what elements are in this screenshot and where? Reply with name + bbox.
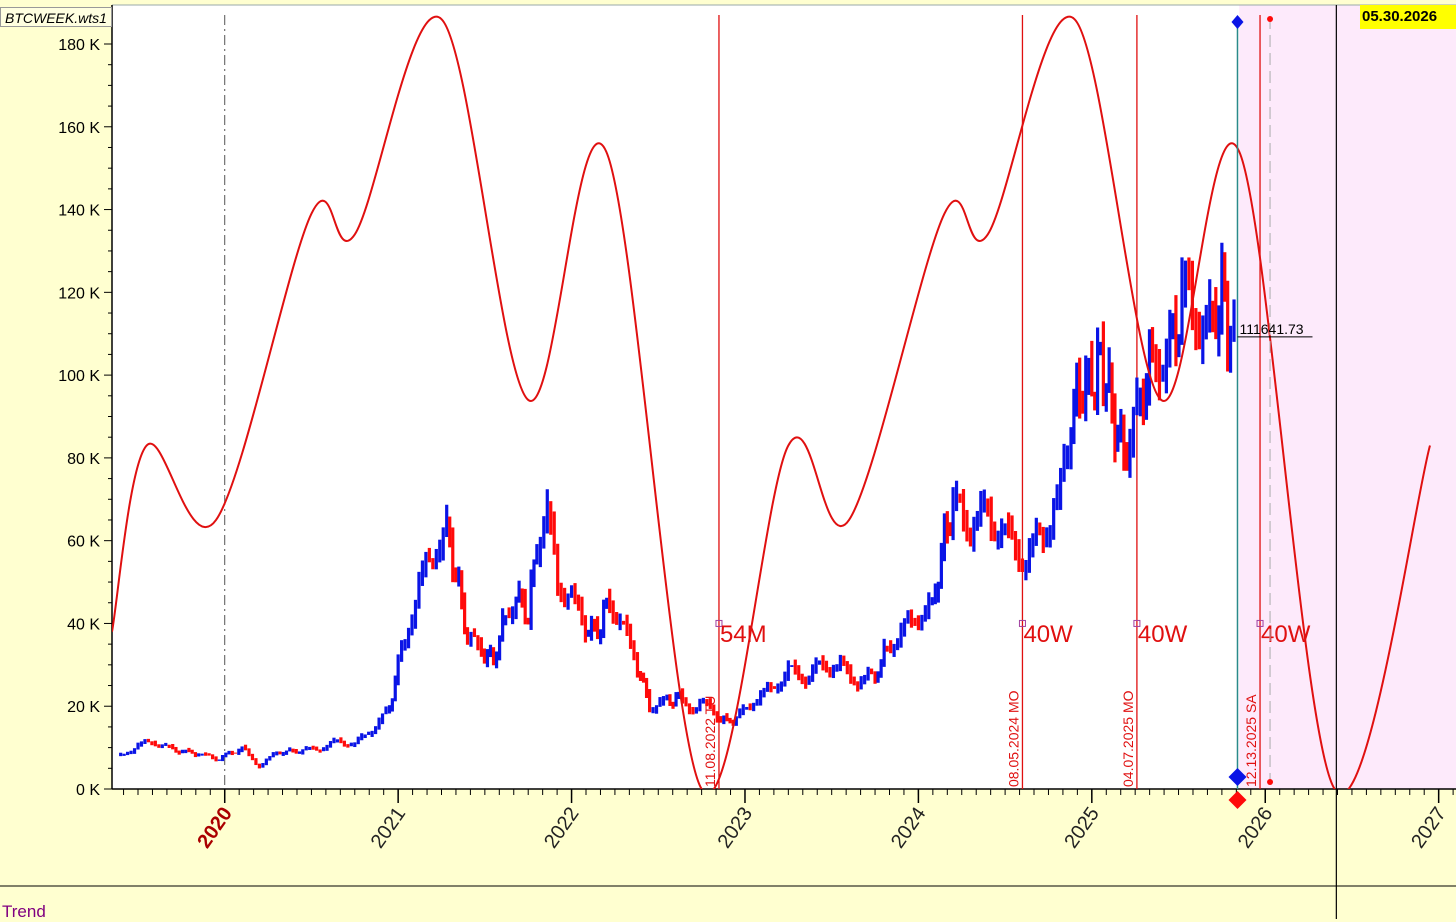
y-tick-label: 80 K xyxy=(67,451,100,468)
cycle-date-label: 08.05.2024 MO xyxy=(1005,690,1021,787)
x-tick-label: 2024 xyxy=(887,803,931,852)
x-tick-label: 2023 xyxy=(714,803,758,852)
y-tick-label: 40 K xyxy=(67,616,100,633)
top-diamond-marker xyxy=(1231,15,1244,29)
cycle-marker-handle xyxy=(1133,619,1141,627)
cycle-marker-handle xyxy=(1018,619,1026,627)
cycle-date-label: 11.08.2022 TU xyxy=(702,696,718,787)
x-tick-label: 2021 xyxy=(367,803,411,852)
cycle-length-label: 54M xyxy=(720,621,767,648)
cycle-marker-handle xyxy=(715,619,723,627)
x-tick-label: 2022 xyxy=(540,803,584,852)
y-tick-label: 180 K xyxy=(58,37,100,54)
red-diamond-marker xyxy=(1228,791,1247,809)
y-tick-label: 0 K xyxy=(76,782,100,799)
x-tick-label: 2025 xyxy=(1060,803,1104,852)
cycle-marker-handle xyxy=(1256,619,1264,627)
y-tick-label: 120 K xyxy=(58,285,100,302)
last-price-label: 111641.73 xyxy=(1239,321,1303,337)
y-tick-label: 140 K xyxy=(58,203,100,220)
plot-area xyxy=(112,5,1456,789)
y-tick-label: 160 K xyxy=(58,120,100,137)
dot-marker xyxy=(1267,779,1274,785)
cursor-date-readout: 05.30.2026 xyxy=(1360,5,1456,29)
dot-marker xyxy=(1267,16,1274,22)
cycle-date-label: 04.07.2025 MO xyxy=(1120,690,1136,787)
blue-diamond-marker xyxy=(1228,768,1247,786)
cycle-date-label: 12.13.2025 SA xyxy=(1243,694,1259,787)
y-tick-label: 20 K xyxy=(67,699,100,716)
x-tick-label: 2020 xyxy=(193,803,237,852)
cycle-length-label: 40W xyxy=(1138,621,1188,648)
x-tick-label: 2027 xyxy=(1407,803,1451,852)
price-bars xyxy=(119,242,1236,769)
cycle-projection-line xyxy=(112,15,1431,789)
future-region xyxy=(1239,5,1456,789)
y-tick-label: 100 K xyxy=(58,368,100,385)
file-label[interactable]: BTCWEEK.wts1 xyxy=(0,7,112,27)
x-tick-label: 2026 xyxy=(1234,803,1278,852)
cycle-length-label: 40W xyxy=(1023,621,1073,648)
y-tick-label: 60 K xyxy=(67,534,100,551)
indicator-panel-title: Trend xyxy=(2,902,46,921)
